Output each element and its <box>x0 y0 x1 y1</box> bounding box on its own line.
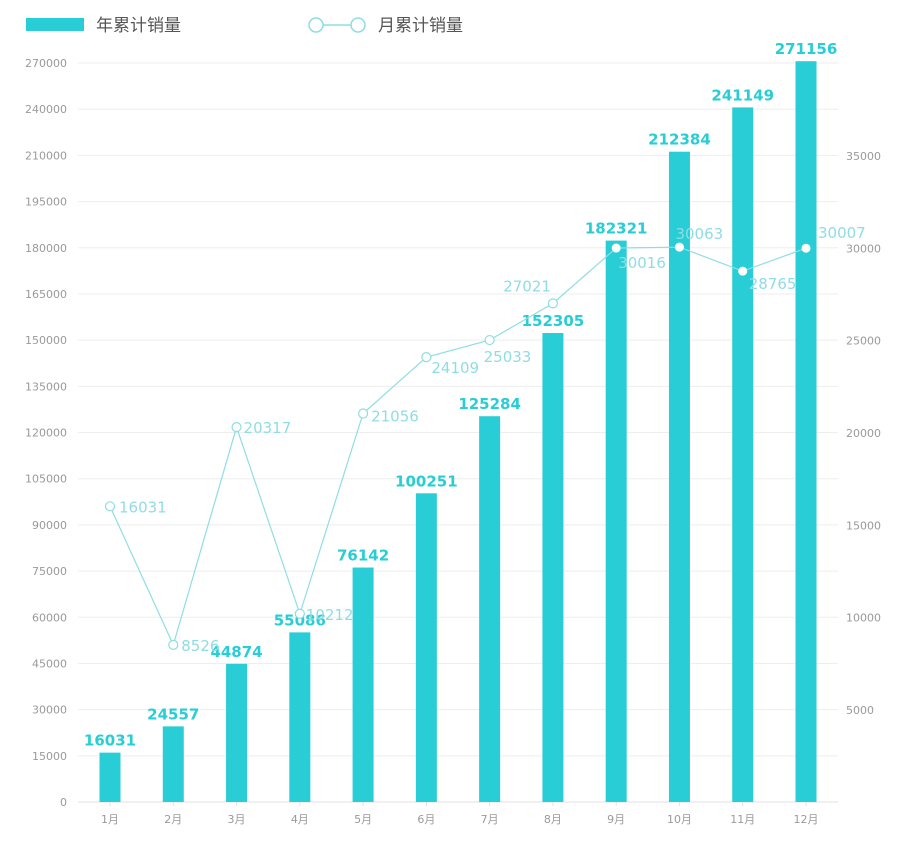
left-axis-tick-label: 150000 <box>25 334 67 347</box>
bar-value-label: 212384 <box>648 131 711 149</box>
bar-2[interactable] <box>162 726 184 802</box>
left-axis-tick-label: 60000 <box>32 611 67 624</box>
left-axis-tick-label: 75000 <box>32 565 67 578</box>
bar-value-label: 24557 <box>147 705 199 723</box>
bar-value-label: 271156 <box>775 40 838 58</box>
left-axis-tick-label: 270000 <box>25 57 67 70</box>
bar-12[interactable] <box>795 61 817 803</box>
left-axis-tick-label: 0 <box>60 796 67 809</box>
line-value-label: 20317 <box>244 419 292 437</box>
left-axis-tick-label: 240000 <box>25 103 67 116</box>
left-axis-tick-label: 210000 <box>25 149 67 162</box>
line-value-label: 30007 <box>818 224 866 242</box>
bar-value-label: 55086 <box>274 611 326 629</box>
right-axis: 5000 10000 15000 20000 25000 30000 35000 <box>846 150 881 717</box>
legend-bar-label[interactable]: 年累计销量 <box>96 16 181 36</box>
bar-value-label: 152305 <box>522 312 585 330</box>
legend-line-marker <box>350 17 366 33</box>
line-point-9[interactable] <box>611 243 621 253</box>
right-axis-tick-label: 30000 <box>846 242 881 255</box>
bar-value-label: 44874 <box>210 643 262 661</box>
right-axis-tick-label: 5000 <box>846 704 874 717</box>
bar-7[interactable] <box>479 416 501 802</box>
line-point-5[interactable] <box>357 408 369 419</box>
bar-6[interactable] <box>415 493 437 802</box>
left-axis-tick-label: 180000 <box>25 242 67 255</box>
x-axis-tick-label: 3月 <box>228 813 246 826</box>
x-axis-tick-label: 4月 <box>291 813 309 826</box>
right-axis-tick-label: 20000 <box>846 427 881 440</box>
line-point-3[interactable] <box>231 422 242 433</box>
grid-layer <box>78 62 838 803</box>
left-axis-tick-label: 90000 <box>32 519 67 532</box>
left-axis-tick-label: 45000 <box>32 657 67 670</box>
bar-4[interactable] <box>289 632 311 802</box>
x-axis-tick-label: 1月 <box>101 813 119 826</box>
bar-value-label: 16031 <box>84 732 136 750</box>
line-point-10[interactable] <box>674 242 684 252</box>
x-axis-tick-label: 2月 <box>164 813 182 826</box>
line-value-label: 16031 <box>119 498 167 516</box>
bar-11[interactable] <box>732 107 754 802</box>
line-series: 16031 8526 20317 10212 21056 24109 25033 27021 3… <box>104 224 866 655</box>
line-value-label: 8526 <box>181 637 219 655</box>
right-axis-tick-label: 15000 <box>846 519 881 532</box>
left-axis-tick-label: 135000 <box>25 380 67 393</box>
line-value-label: 30016 <box>618 254 666 272</box>
bar-value-label: 125284 <box>458 395 521 413</box>
bar-9[interactable] <box>605 240 627 802</box>
bar-1[interactable] <box>99 752 121 802</box>
left-axis-tick-label: 120000 <box>25 427 67 440</box>
category-axis: 1月 2月 3月 4月 5月 6月 7月 8月 9月 10月 11月 12月 <box>101 802 819 826</box>
bar-value-label: 182321 <box>585 220 648 238</box>
right-axis-tick-label: 25000 <box>846 335 881 348</box>
bar-10[interactable] <box>668 151 690 802</box>
x-axis-tick-label: 5月 <box>354 813 372 826</box>
line-point-2[interactable] <box>168 639 179 650</box>
left-axis-tick-label: 15000 <box>32 750 67 763</box>
x-axis-tick-label: 8月 <box>544 813 562 826</box>
line-point-12[interactable] <box>801 243 811 253</box>
x-axis-tick-label: 11月 <box>730 813 755 826</box>
line-point-6[interactable] <box>421 352 432 363</box>
line-value-label: 10212 <box>306 606 354 624</box>
right-axis-tick-label: 35000 <box>846 150 881 163</box>
left-axis-tick-label: 30000 <box>32 704 67 717</box>
legend-line-marker <box>308 17 324 33</box>
line-value-label: 28765 <box>749 275 797 293</box>
line-point-11[interactable] <box>738 266 748 276</box>
bar-series: 16031 24557 44874 55086 76142 100251 125284 152… <box>84 40 838 803</box>
line-path <box>109 246 807 647</box>
x-axis-tick-label: 6月 <box>417 813 435 826</box>
left-axis: 0 15000 30000 45000 60000 75000 90000 105000 120… <box>25 57 67 809</box>
bar-value-label: 241149 <box>711 86 774 104</box>
line-value-label: 25033 <box>484 348 532 366</box>
bar-8[interactable] <box>542 333 564 802</box>
line-value-label: 27021 <box>503 277 551 295</box>
bar-5[interactable] <box>352 567 374 802</box>
left-axis-tick-label: 195000 <box>25 196 67 209</box>
bar-3[interactable] <box>226 663 248 802</box>
x-axis-tick-label: 9月 <box>607 813 625 826</box>
line-point-8[interactable] <box>547 298 559 309</box>
bar-value-label: 76142 <box>337 547 389 565</box>
x-axis-tick-label: 12月 <box>794 813 819 826</box>
line-point-7[interactable] <box>484 334 495 346</box>
line-point-1[interactable] <box>104 501 116 512</box>
bar-value-label: 100251 <box>395 472 458 490</box>
x-axis-tick-label: 7月 <box>481 813 499 826</box>
left-axis-tick-label: 165000 <box>25 288 67 301</box>
legend-bar-swatch[interactable] <box>26 18 84 31</box>
legend[interactable]: 年累计销量 月累计销量 <box>26 16 463 36</box>
left-axis-tick-label: 105000 <box>25 473 67 486</box>
right-axis-tick-label: 10000 <box>846 612 881 625</box>
legend-line-label[interactable]: 月累计销量 <box>378 16 463 36</box>
line-value-label: 21056 <box>371 407 419 425</box>
line-value-label: 24109 <box>431 359 479 377</box>
line-point-4[interactable] <box>294 608 305 619</box>
x-axis-tick-label: 10月 <box>667 813 692 826</box>
line-value-label: 30063 <box>675 225 723 243</box>
